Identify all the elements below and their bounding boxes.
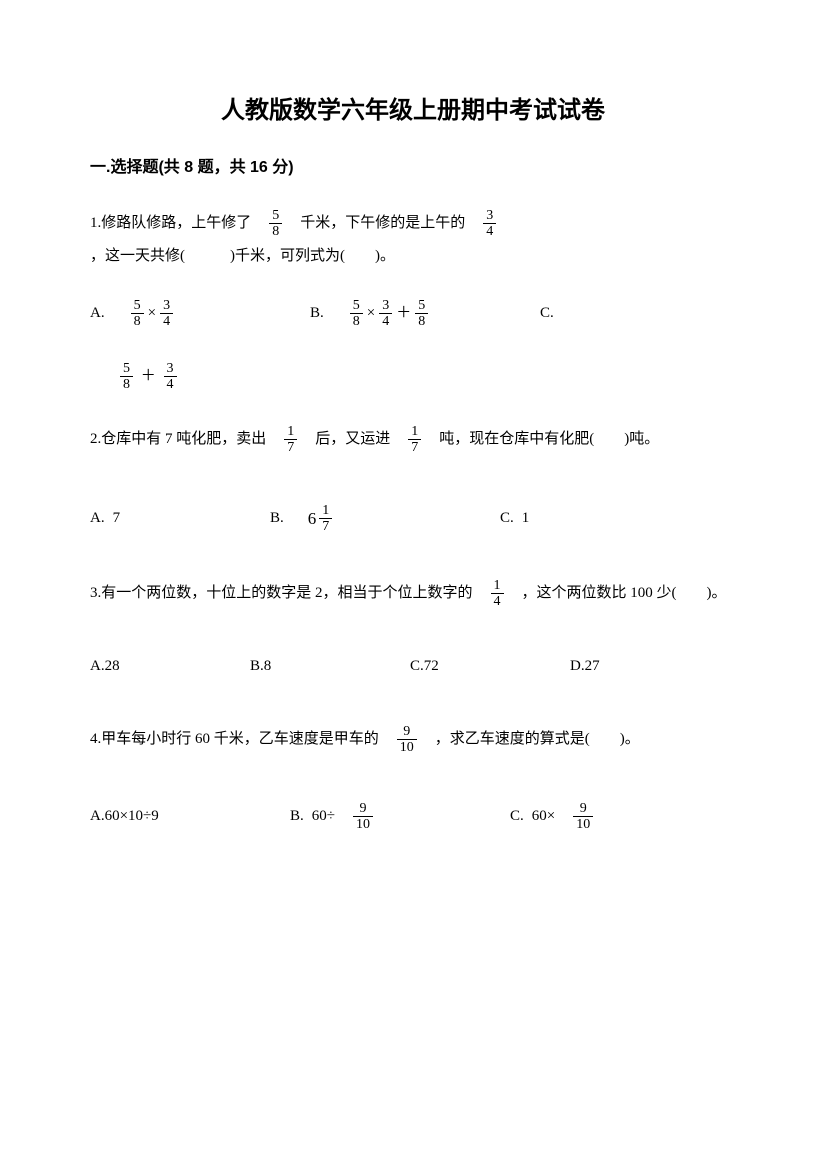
q1-options: A. 58 × 34 B. 58 × 34 ＋ 58 C. [90,297,736,330]
question-4-text: 4.甲车每小时行 60 千米，乙车速度是甲车的 9 10 ，求乙车速度的算式是(… [90,723,640,756]
q2-option-a: A. 7 [90,502,270,535]
q3-option-c: C.72 [410,650,570,683]
question-4: 4.甲车每小时行 60 千米，乙车速度是甲车的 9 10 ，求乙车速度的算式是(… [90,723,736,833]
q4-text-2: ，求乙车速度的算式是( )。 [435,723,640,756]
q3-text-2: ，这个两位数比 100 少( )。 [522,577,727,610]
section-header: 一.选择题(共 8 题，共 16 分) [90,153,736,177]
q2-frac-2: 1 7 [408,424,421,456]
q2-text-3: 吨，现在仓库中有化肥( )吨。 [439,423,659,456]
q1-option-c-expr: 58 ＋ 34 [90,360,736,393]
q3-option-d: D.27 [570,650,690,683]
q3-option-a: A.28 [90,650,250,683]
q4-option-c: C. 60× 910 [510,800,690,833]
q1-text-1: 1.修路队修路，上午修了 [90,207,251,240]
question-3-text: 3.有一个两位数，十位上的数字是 2，相当于个位上数字的 1 4 ，这个两位数比… [90,577,727,610]
q4-frac-1: 9 10 [397,724,417,756]
q1-text-3: ，这一天共修( )千米，可列式为( )。 [90,240,395,273]
question-2-text: 2.仓库中有 7 吨化肥，卖出 1 7 后，又运进 1 7 吨，现在仓库中有化肥… [90,423,659,456]
q1-option-c: C. [540,297,670,330]
question-3: 3.有一个两位数，十位上的数字是 2，相当于个位上数字的 1 4 ，这个两位数比… [90,577,736,683]
q3-frac-1: 1 4 [491,578,504,610]
q3-text-1: 3.有一个两位数，十位上的数字是 2，相当于个位上数字的 [90,577,473,610]
question-1: 1.修路队修路，上午修了 5 8 千米，下午修的是上午的 3 4 ，这一天共修(… [90,207,736,393]
q3-option-b: B.8 [250,650,410,683]
q2-frac-1: 1 7 [284,424,297,456]
q2-options: A. 7 B. 6 17 C. 1 [90,500,736,537]
q1-option-b: B. 58 × 34 ＋ 58 [310,297,540,330]
q4-options: A.60×10÷9 B. 60÷ 910 C. 60× 910 [90,800,736,833]
q4-option-b: B. 60÷ 910 [290,800,510,833]
q2-text-2: 后，又运进 [315,423,390,456]
q2-option-b: B. 6 17 [270,500,500,537]
q2-text-1: 2.仓库中有 7 吨化肥，卖出 [90,423,266,456]
q1-frac-2: 3 4 [483,208,496,240]
q1-frac-1: 5 8 [269,208,282,240]
question-1-text: 1.修路队修路，上午修了 5 8 千米，下午修的是上午的 3 4 ，这一天共修(… [90,207,736,273]
question-2: 2.仓库中有 7 吨化肥，卖出 1 7 后，又运进 1 7 吨，现在仓库中有化肥… [90,423,736,537]
q3-options: A.28 B.8 C.72 D.27 [90,650,736,683]
q1-text-2: 千米，下午修的是上午的 [300,207,465,240]
page-title: 人教版数学六年级上册期中考试试卷 [90,90,736,125]
q4-text-1: 4.甲车每小时行 60 千米，乙车速度是甲车的 [90,723,379,756]
q4-option-a: A.60×10÷9 [90,800,290,833]
q1-option-a: A. 58 × 34 [90,297,310,330]
q2-option-c: C. 1 [500,502,600,535]
